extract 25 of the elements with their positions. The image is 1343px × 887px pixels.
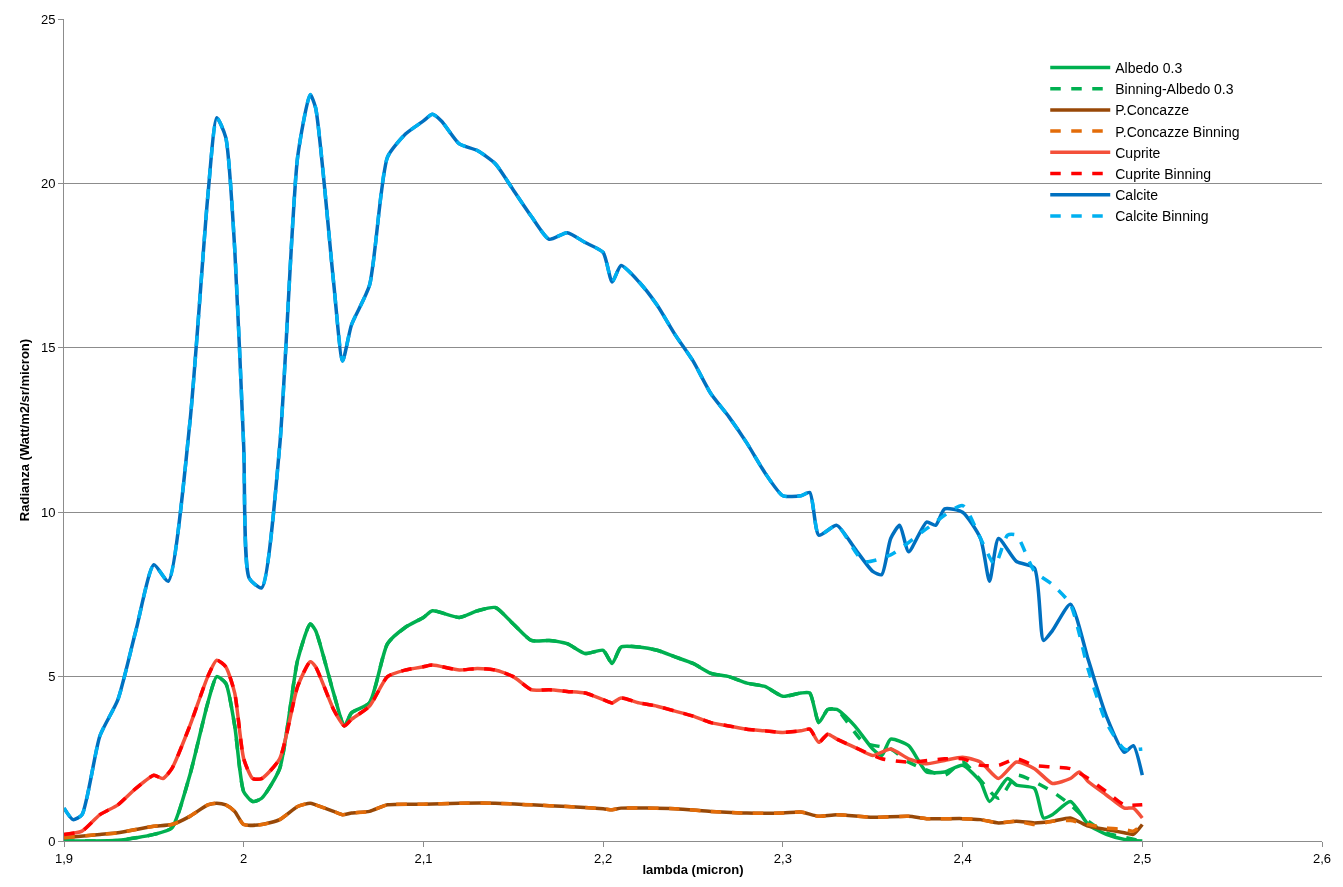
- y-tick-label: 0: [48, 833, 56, 849]
- x-tick-label: 2,6: [1312, 850, 1332, 866]
- x-tick-label: 2,4: [953, 850, 972, 866]
- legend-label: Albedo 0.3: [1115, 59, 1183, 76]
- y-tick-label: 20: [40, 175, 56, 191]
- x-tick-label: 1,9: [54, 850, 74, 866]
- y-axis-title: Radianza (Watt/m2/sr/micron): [16, 338, 32, 522]
- x-tick-label: 2,3: [773, 850, 792, 866]
- line-series: [64, 801, 1145, 840]
- y-tick-label: 5: [48, 669, 56, 685]
- x-axis-title: lambda (micron): [642, 862, 744, 878]
- legend-label: P.Concazze Binning: [1115, 123, 1240, 140]
- x-tick-label: 2: [240, 850, 248, 866]
- legend-label: Binning-Albedo 0.3: [1115, 81, 1234, 98]
- legend-label: P.Concazze: [1115, 102, 1190, 119]
- legend-label: Cuprite: [1115, 144, 1161, 161]
- legend-label: Calcite: [1115, 187, 1159, 204]
- y-tick-label: 25: [40, 11, 56, 27]
- y-tick-label: 10: [40, 504, 56, 520]
- y-tick-label: 15: [40, 340, 56, 356]
- legend-label: Calcite Binning: [1115, 208, 1209, 225]
- x-tick-label: 2,1: [414, 850, 433, 866]
- legend-label: Cuprite Binning: [1115, 165, 1211, 182]
- x-tick-label: 2,2: [594, 850, 613, 866]
- x-tick-label: 2,5: [1133, 850, 1152, 866]
